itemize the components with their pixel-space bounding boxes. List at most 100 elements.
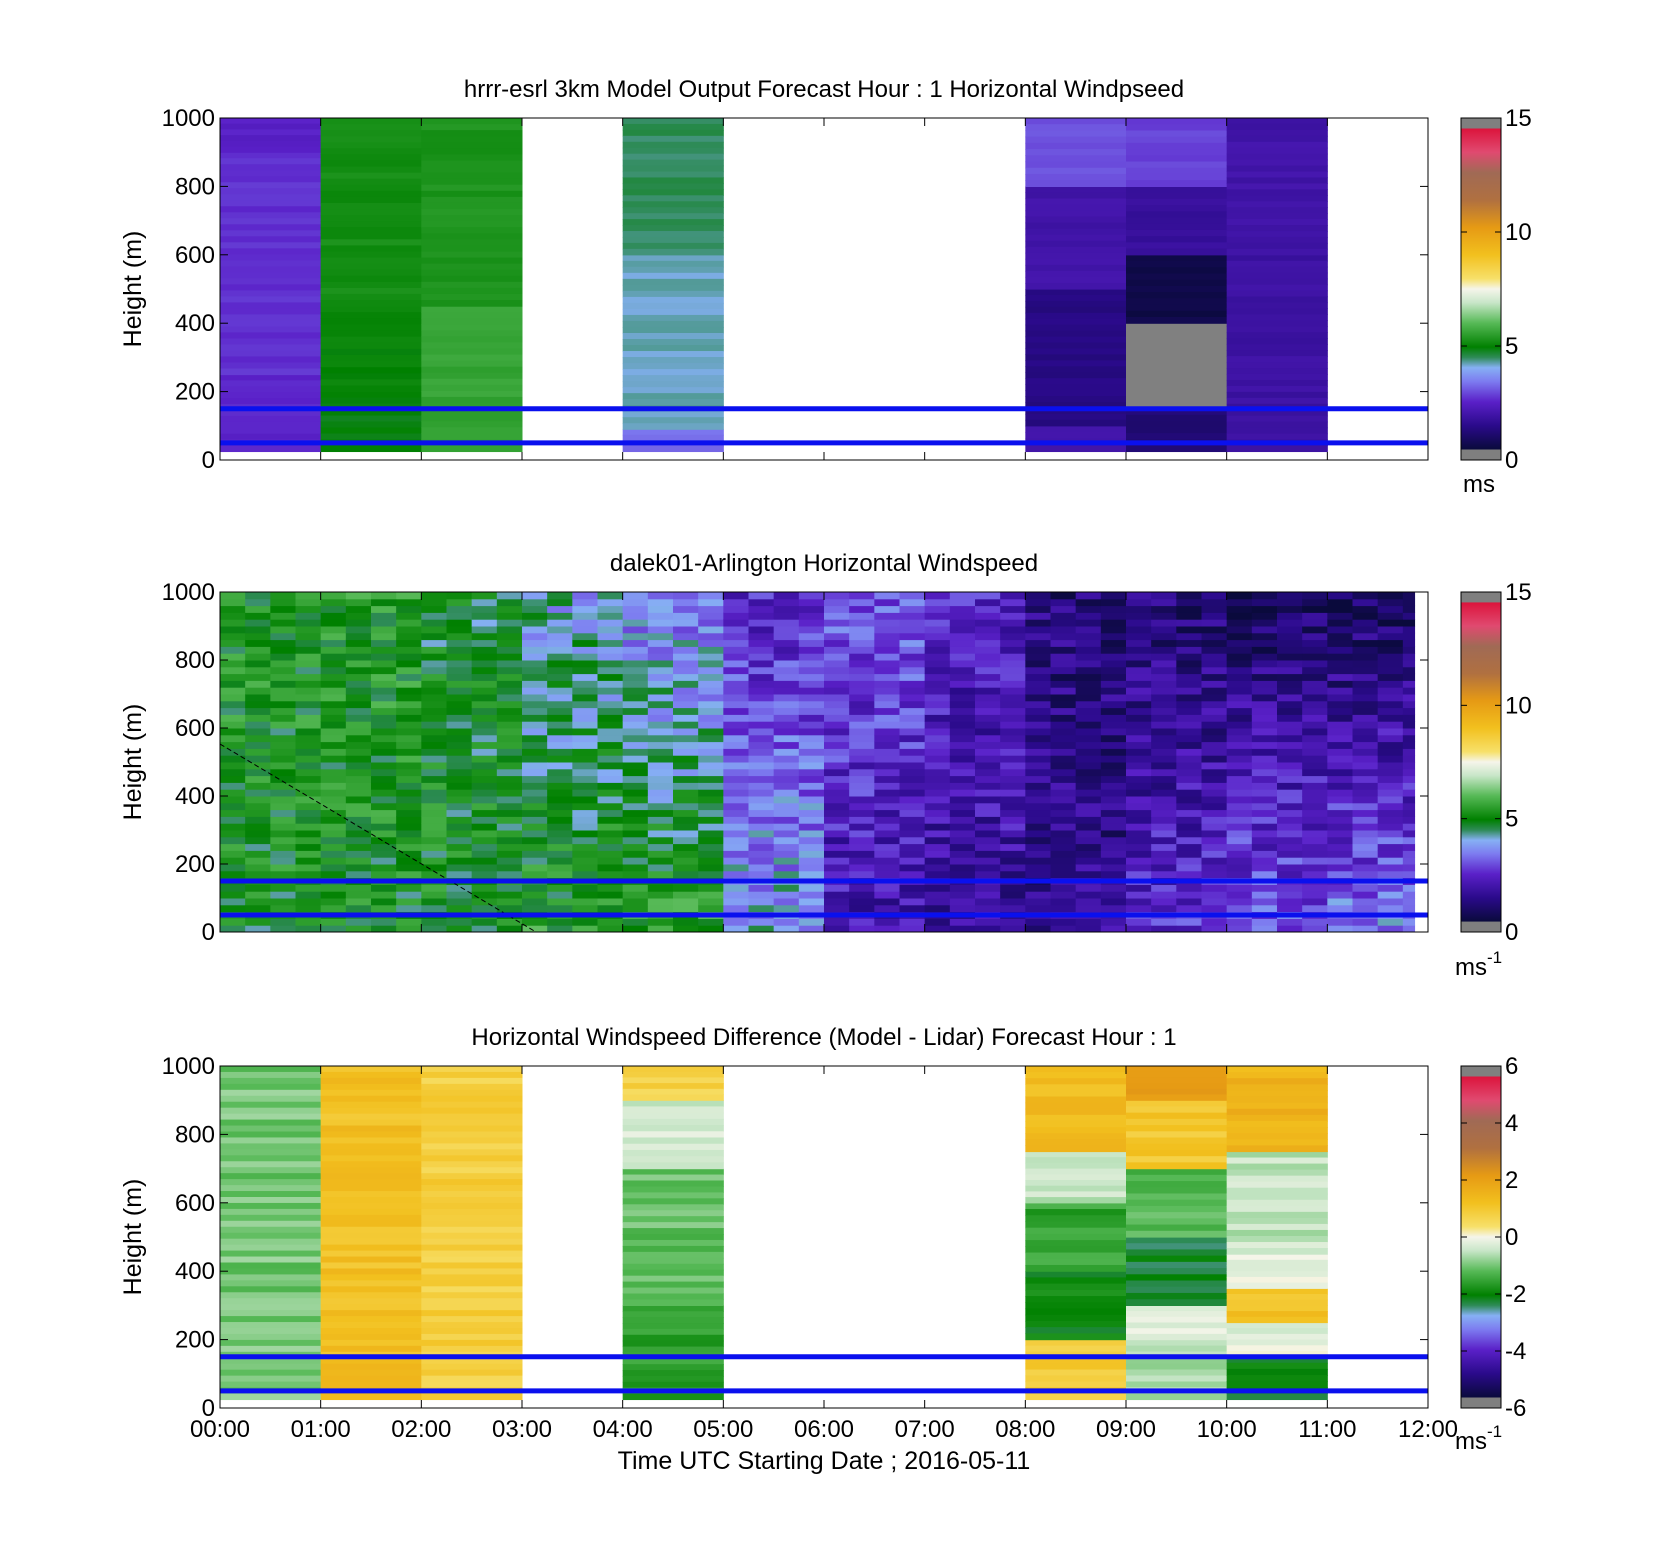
heatmap-cell (874, 626, 900, 634)
heatmap-cell (421, 336, 523, 344)
heatmap-cell (1327, 592, 1353, 600)
heatmap-cell (547, 870, 573, 879)
heatmap-cell (371, 653, 397, 661)
heatmap-cell (1277, 823, 1303, 831)
heatmap-cell (1126, 1255, 1228, 1263)
heatmap-cell (421, 1173, 523, 1180)
heatmap-cell (1251, 626, 1278, 634)
heatmap-cell (1201, 714, 1228, 722)
heatmap-cell (723, 653, 749, 661)
heatmap-cell (220, 1161, 322, 1168)
heatmap-cell (245, 714, 271, 722)
heatmap-cell (1000, 721, 1026, 729)
heatmap-cell (471, 748, 498, 756)
heatmap-cell (220, 694, 246, 702)
heatmap-cell (1176, 612, 1202, 620)
heatmap-cell (622, 1311, 724, 1318)
heatmap-cell (1226, 1362, 1328, 1370)
heatmap-cell (396, 782, 422, 790)
heatmap-cell (1025, 850, 1051, 858)
heatmap-cell (320, 1107, 422, 1115)
heatmap-cell (1226, 925, 1253, 932)
heatmap-cell (673, 762, 699, 770)
heatmap-cell (1126, 427, 1228, 434)
heatmap-cell (1277, 925, 1303, 932)
heatmap-cell (1025, 843, 1051, 851)
heatmap-cell (421, 721, 447, 729)
heatmap-cell (396, 809, 422, 817)
heatmap-cell (1226, 1090, 1328, 1098)
heatmap-cell (371, 870, 397, 879)
heatmap-cell (773, 843, 800, 851)
heatmap-cell (1000, 925, 1026, 932)
heatmap-cell (949, 592, 976, 600)
heatmap-cell (320, 293, 422, 301)
heatmap-cell (1277, 707, 1303, 715)
heatmap-cell (1226, 1322, 1328, 1329)
panel-title: hrrr-esrl 3km Model Output Forecast Hour… (464, 76, 1184, 103)
heatmap-cell (1327, 870, 1353, 879)
heatmap-cell (748, 660, 775, 668)
heatmap-cell (673, 904, 699, 913)
heatmap-cell (874, 653, 900, 661)
heatmap-cell (1302, 673, 1328, 681)
heatmap-cell (698, 898, 724, 906)
heatmap-cell (320, 1369, 422, 1377)
heatmap-cell (899, 714, 926, 722)
heatmap-cell (320, 598, 347, 607)
heatmap-cell (1176, 707, 1202, 715)
heatmap-cell (1377, 891, 1404, 899)
heatmap-cell (1251, 694, 1278, 702)
heatmap-cell (1075, 714, 1102, 722)
heatmap-cell (874, 673, 900, 681)
heatmap-cell (320, 318, 422, 326)
heatmap-cell (320, 728, 347, 736)
heatmap-cell (1226, 1328, 1328, 1335)
heatmap-cell (597, 639, 624, 647)
heatmap-cell (1126, 1357, 1228, 1365)
heatmap-cell (220, 338, 322, 346)
heatmap-cell (1025, 264, 1127, 272)
heatmap-cell (1151, 904, 1177, 913)
heatmap-cell (1402, 823, 1416, 831)
heatmap-cell (220, 1119, 322, 1127)
heatmap-cell (1277, 694, 1303, 702)
heatmap-cell (1201, 884, 1228, 892)
heatmap-cell (1025, 836, 1051, 845)
heatmap-cell (1025, 330, 1127, 338)
heatmap-cell (1402, 639, 1416, 647)
heatmap-cell (1226, 1187, 1328, 1195)
heatmap-cell (220, 1173, 322, 1180)
heatmap-cell (622, 728, 649, 736)
heatmap-cell (371, 775, 397, 783)
heatmap-cell (320, 1185, 422, 1192)
heatmap-cell (1050, 680, 1077, 688)
heatmap-cell (1025, 660, 1051, 668)
heatmap-cell (798, 666, 825, 675)
heatmap-cell (1302, 626, 1328, 634)
heatmap-cell (899, 707, 926, 715)
heatmap-cell (673, 605, 699, 613)
heatmap-cell (496, 598, 523, 607)
heatmap-cell (1352, 653, 1379, 661)
heatmap-cell (1151, 687, 1177, 695)
heatmap-cell (1377, 700, 1404, 709)
heatmap-cell (698, 598, 724, 607)
heatmap-cell (1126, 1328, 1228, 1335)
heatmap-cell (1126, 870, 1152, 879)
heatmap-cell (924, 836, 951, 845)
heatmap-cell (924, 809, 951, 817)
heatmap-cell (496, 925, 523, 932)
heatmap-cell (899, 809, 926, 817)
heatmap-cell (597, 836, 624, 845)
heatmap-cell (547, 850, 573, 858)
heatmap-cell (849, 639, 875, 647)
heatmap-cell (270, 918, 296, 926)
heatmap-cell (1151, 918, 1177, 926)
heatmap-cell (899, 598, 926, 607)
heatmap-cell (396, 884, 422, 892)
heatmap-cell (1000, 918, 1026, 926)
heatmap-cell (824, 721, 850, 729)
heatmap-cell (1075, 598, 1102, 607)
